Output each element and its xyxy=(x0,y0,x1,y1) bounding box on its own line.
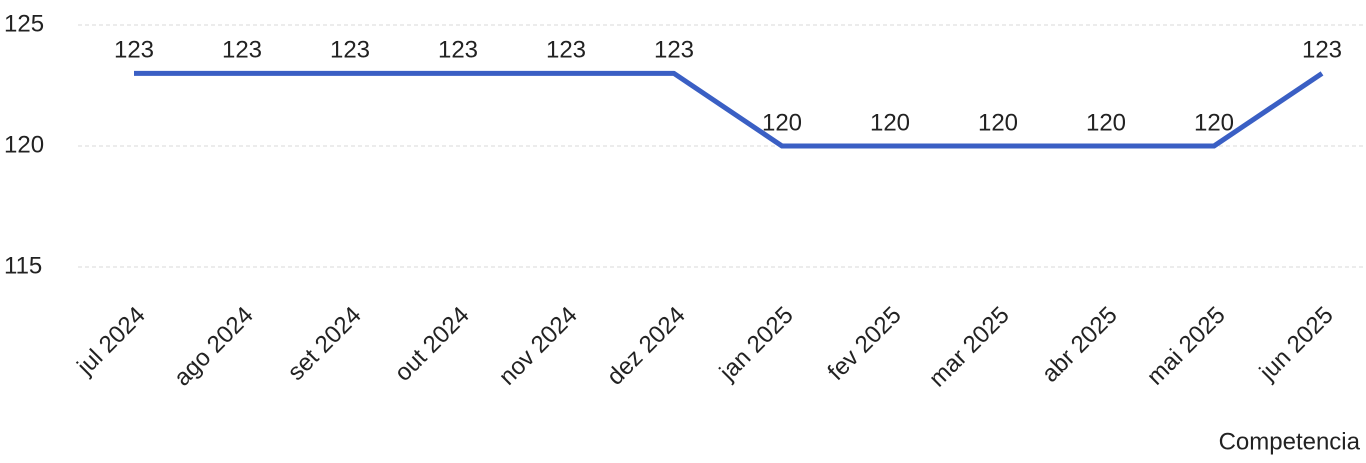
data-label: 123 xyxy=(1302,37,1342,64)
x-tick-label: ago 2024 xyxy=(169,302,259,392)
data-label: 120 xyxy=(870,109,910,136)
data-label: 123 xyxy=(330,37,370,64)
y-tick-label: 125 xyxy=(4,10,44,37)
x-tick-label: mar 2025 xyxy=(924,302,1015,393)
data-label: 123 xyxy=(654,37,694,64)
x-tick-label: dez 2024 xyxy=(602,302,691,391)
data-label: 123 xyxy=(222,37,262,64)
x-tick-label: jul 2024 xyxy=(71,302,150,381)
data-label: 120 xyxy=(978,109,1018,136)
x-tick-label: jan 2025 xyxy=(714,302,799,387)
data-label: 123 xyxy=(546,37,586,64)
x-tick-label: set 2024 xyxy=(283,302,367,386)
line xyxy=(134,70,1324,149)
x-tick-label: nov 2024 xyxy=(494,302,583,391)
y-tick-label: 115 xyxy=(4,252,42,279)
x-tick-label: abr 2025 xyxy=(1037,302,1123,388)
data-label: 120 xyxy=(762,109,802,136)
x-tick-label: out 2024 xyxy=(390,302,475,387)
y-tick-label: 120 xyxy=(4,131,44,158)
x-axis-title: Competencia xyxy=(1219,428,1361,455)
data-label: 120 xyxy=(1086,109,1126,136)
data-label: 123 xyxy=(438,37,478,64)
data-label: 120 xyxy=(1194,109,1234,136)
x-tick-label: mai 2025 xyxy=(1142,302,1231,391)
data-label: 123 xyxy=(114,37,154,64)
x-tick-label: fev 2025 xyxy=(823,302,907,386)
x-tick-label: jun 2025 xyxy=(1254,302,1339,387)
